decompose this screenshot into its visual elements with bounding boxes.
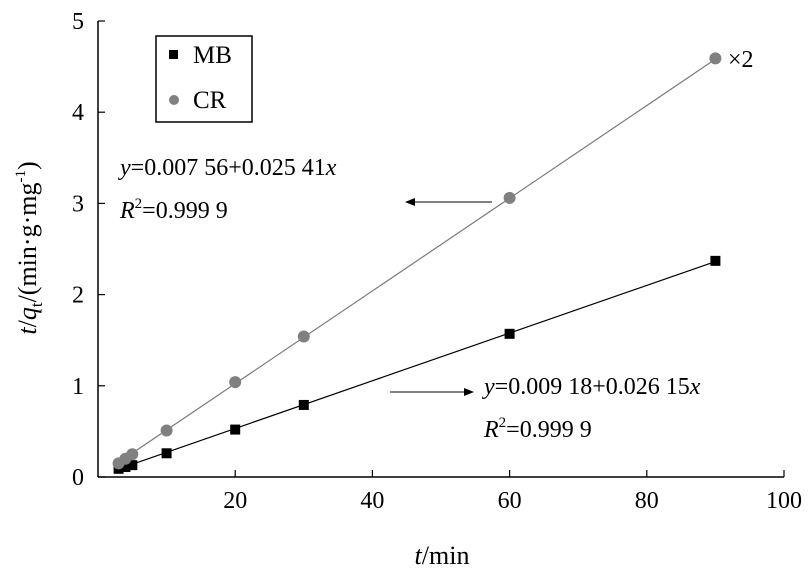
cr-data-point	[503, 191, 516, 204]
mb-data-point	[298, 399, 309, 410]
mb-data-point	[230, 424, 241, 435]
x-tick-label: 40	[360, 488, 384, 514]
x-tick-label: 100	[766, 488, 802, 514]
cr-r2: R2=0.999 9	[119, 196, 228, 224]
scale-note: ×2	[728, 47, 754, 73]
legend-marker-mb	[169, 50, 178, 59]
legend-label-cr: CR	[193, 87, 227, 114]
legend-marker-cr	[169, 95, 179, 105]
cr-data-point	[297, 330, 310, 343]
mb-data-point	[161, 448, 172, 459]
y-tick-label: 0	[72, 465, 84, 491]
x-tick-label: 80	[635, 488, 659, 514]
x-tick-label: 60	[498, 488, 522, 514]
legend: MB CR	[155, 35, 253, 123]
cr-data-point	[126, 448, 139, 461]
mb-data-point	[504, 328, 515, 339]
cr-data-point	[709, 52, 722, 65]
x-tick-label: 20	[223, 488, 247, 514]
axis-ticks: 20 40 60 80 100 0 1 2 3 4 5	[72, 9, 802, 514]
data-points	[112, 52, 722, 474]
y-tick-label: 1	[72, 374, 84, 400]
mb-r2: R2=0.999 9	[483, 415, 592, 443]
cr-data-point	[160, 424, 173, 437]
y-tick-label: 3	[72, 191, 84, 217]
y-tick-label: 2	[72, 283, 84, 309]
cr-equation: y=0.007 56+0.025 41x	[118, 155, 337, 181]
cr-fit-line	[118, 58, 716, 463]
x-axis-title: t/min	[415, 541, 470, 570]
mb-data-point	[120, 461, 131, 472]
mb-data-point	[710, 255, 721, 266]
mb-fit-line	[118, 260, 716, 470]
cr-data-point	[229, 376, 242, 389]
y-tick-label: 5	[72, 9, 84, 35]
mb-equation: y=0.009 18+0.026 15x	[482, 374, 701, 400]
mb-data-point	[127, 460, 138, 471]
legend-label-mb: MB	[193, 42, 232, 69]
y-tick-label: 4	[72, 100, 84, 126]
y-axis-title: t/qt/(min·g·mg-1)	[13, 161, 46, 334]
